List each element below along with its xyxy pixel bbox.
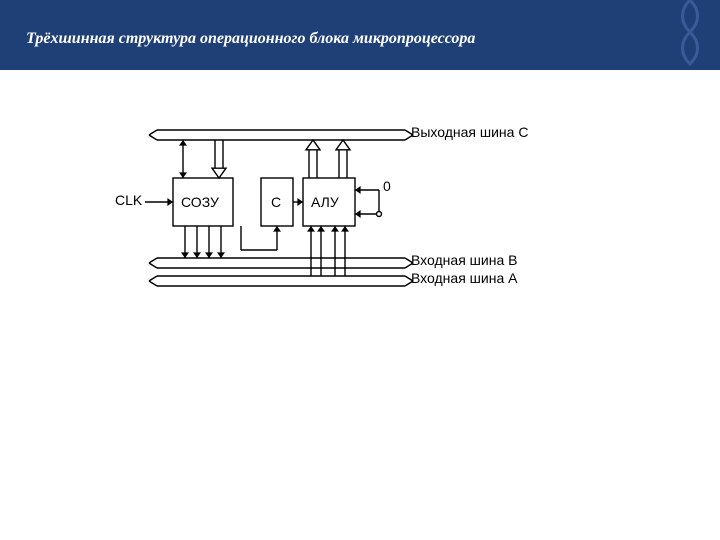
diagram-svg (115, 120, 545, 320)
header-bar: Трёхшинная структура операционного блока… (0, 0, 720, 70)
header-ornament-icon (670, 0, 710, 70)
page-title: Трёхшинная структура операционного блока… (26, 30, 475, 48)
block-alu-label: АЛУ (311, 194, 339, 210)
bus-diagram: Выходная шина С Входная шина В Входная ш… (115, 120, 545, 320)
block-c-label: С (271, 194, 281, 210)
bus-a-label: Входная шина А (411, 270, 517, 286)
zero-label: 0 (383, 178, 391, 194)
bus-b-label: Входная шина В (411, 252, 517, 268)
bus-c-label: Выходная шина С (411, 124, 528, 140)
block-sozy-label: СОЗУ (181, 194, 219, 210)
clk-label: CLK (115, 192, 142, 208)
